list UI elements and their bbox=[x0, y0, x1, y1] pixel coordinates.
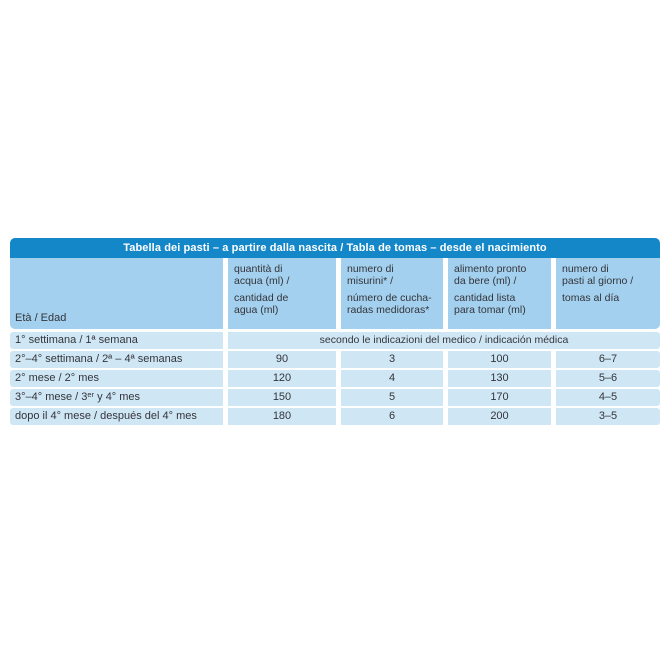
table-row-after-month4: dopo il 4° mese / después del 4° mes 180… bbox=[10, 408, 660, 425]
meals-per-day-value: 5–6 bbox=[556, 370, 660, 387]
col-header-scoops-es: número de cucha- radas medidoras* bbox=[347, 292, 432, 316]
scoops-value: 5 bbox=[341, 389, 443, 406]
col-header-water-quantity-it: quantità di acqua (ml) / bbox=[234, 263, 290, 287]
water-ml-value: 120 bbox=[228, 370, 336, 387]
water-ml-value: 90 bbox=[228, 351, 336, 368]
row-label: 2° mese / 2° mes bbox=[10, 370, 223, 387]
col-header-scoops-it: numero di misurini* / bbox=[347, 263, 394, 287]
col-header-scoops: numero di misurini* / número de cucha- r… bbox=[341, 258, 443, 329]
row-label: 1° settimana / 1ª semana bbox=[10, 332, 223, 349]
row-label: 2°–4° settimana / 2ª – 4ª semanas bbox=[10, 351, 223, 368]
scoops-value: 6 bbox=[341, 408, 443, 425]
ready-ml-value: 100 bbox=[448, 351, 551, 368]
ready-ml-value: 130 bbox=[448, 370, 551, 387]
meals-per-day-value: 3–5 bbox=[556, 408, 660, 425]
age-label: Età / Edad bbox=[15, 312, 67, 324]
table-row-months3-4: 3°–4° mese / 3er y 4° mes 150 5 170 4–5 bbox=[10, 389, 660, 406]
col-header-meals-per-day-es: tomas al día bbox=[562, 292, 620, 304]
table-row-weeks2-4: 2°–4° settimana / 2ª – 4ª semanas 90 3 1… bbox=[10, 351, 660, 368]
table-row-month2: 2° mese / 2° mes 120 4 130 5–6 bbox=[10, 370, 660, 387]
col-header-meals-per-day: numero di pasti al giorno / tomas al día bbox=[556, 258, 660, 329]
water-ml-value: 180 bbox=[228, 408, 336, 425]
row-label-superscript: er bbox=[87, 390, 95, 399]
col-header-ready-food: alimento pronto da bere (ml) / cantidad … bbox=[448, 258, 551, 329]
row-label: 3°–4° mese / 3er y 4° mes bbox=[10, 389, 223, 406]
col-header-ready-food-es: cantidad lista para tomar (ml) bbox=[454, 292, 526, 316]
table-header-row: Età / Edad quantità di acqua (ml) / cant… bbox=[10, 258, 660, 329]
feeding-table: Tabella dei pasti – a partire dalla nasc… bbox=[10, 238, 660, 425]
table-row-week1: 1° settimana / 1ª semana secondo le indi… bbox=[10, 332, 660, 349]
water-ml-value: 150 bbox=[228, 389, 336, 406]
col-header-age: Età / Edad bbox=[10, 258, 223, 329]
col-header-ready-food-it: alimento pronto da bere (ml) / bbox=[454, 263, 527, 287]
row-label-post: y 4° mes bbox=[94, 391, 141, 403]
scoops-value: 3 bbox=[341, 351, 443, 368]
row-label-pre: 3°–4° mese / 3 bbox=[15, 391, 88, 403]
meals-per-day-value: 6–7 bbox=[556, 351, 660, 368]
col-header-meals-per-day-it: numero di pasti al giorno / bbox=[562, 263, 634, 287]
col-header-water-quantity: quantità di acqua (ml) / cantidad de agu… bbox=[228, 258, 336, 329]
row-label: dopo il 4° mese / después del 4° mes bbox=[10, 408, 223, 425]
table-title-bar: Tabella dei pasti – a partire dalla nasc… bbox=[10, 238, 660, 258]
col-header-water-quantity-es: cantidad de agua (ml) bbox=[234, 292, 289, 316]
table-title: Tabella dei pasti – a partire dalla nasc… bbox=[123, 242, 547, 254]
ready-ml-value: 200 bbox=[448, 408, 551, 425]
scoops-value: 4 bbox=[341, 370, 443, 387]
medical-indication-cell: secondo le indicazioni del medico / indi… bbox=[228, 332, 660, 349]
ready-ml-value: 170 bbox=[448, 389, 551, 406]
meals-per-day-value: 4–5 bbox=[556, 389, 660, 406]
